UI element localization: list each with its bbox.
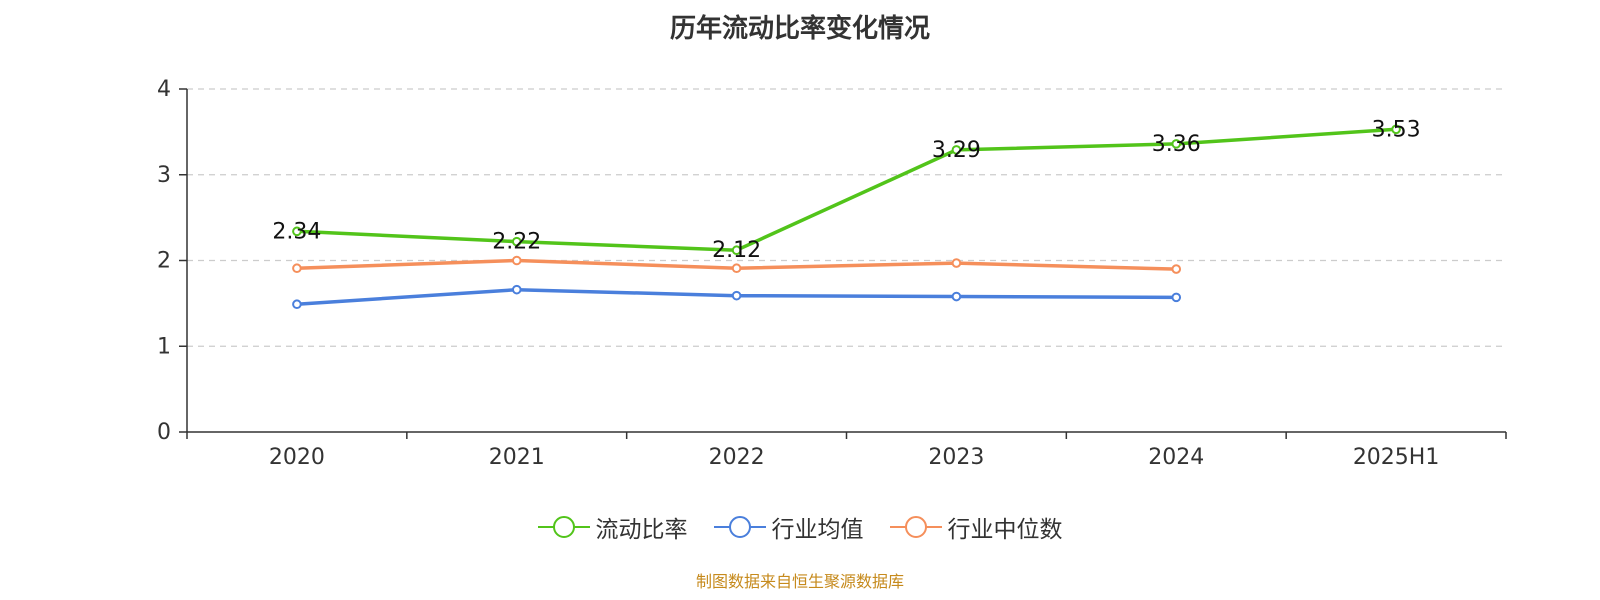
- data-point: [731, 245, 742, 256]
- x-tick-label: 2020: [269, 445, 325, 470]
- series-lines: [292, 124, 1401, 310]
- data-label: 3.53: [1372, 117, 1421, 142]
- x-tick-label: 2022: [709, 445, 765, 470]
- data-point: [1171, 292, 1182, 303]
- data-label: 3.36: [1152, 132, 1201, 157]
- data-labels: 2.34 2.22 2.12 3.29 3.36 3.53: [272, 117, 1420, 263]
- axes: 0 1 2 3 4 2020 2021 2022 2023 2024 2025H1: [157, 77, 1507, 470]
- legend-item[interactable]: 行业均值: [713, 510, 864, 544]
- y-tick-label: 4: [157, 77, 171, 102]
- data-point: [292, 226, 302, 237]
- legend-swatch-icon: [713, 516, 766, 538]
- series-line: [296, 127, 1397, 252]
- data-label: 2.12: [712, 238, 761, 263]
- data-point: [511, 236, 522, 247]
- legend-swatch-icon: [537, 516, 590, 538]
- data-point: [1391, 124, 1401, 135]
- data-point: [511, 255, 522, 266]
- data-label: 2.22: [492, 230, 541, 255]
- legend-label: 流动比率: [595, 517, 688, 543]
- x-tick-label: 2025H1: [1353, 445, 1440, 470]
- x-tick-label: 2024: [1148, 445, 1204, 470]
- x-tick-label: 2023: [928, 445, 984, 470]
- legend-label: 行业均值: [771, 517, 864, 543]
- data-point: [292, 263, 302, 274]
- y-tick-label: 0: [157, 420, 171, 445]
- legend-item[interactable]: 流动比率: [537, 510, 688, 544]
- data-point: [731, 290, 742, 301]
- chart-title: 历年流动比率变化情况: [669, 14, 930, 44]
- legend-item[interactable]: 行业中位数: [889, 510, 1063, 544]
- source-note: 制图数据来自恒生聚源数据库: [695, 572, 904, 591]
- y-tick-label: 2: [157, 249, 171, 274]
- data-point: [1171, 139, 1182, 149]
- data-point: [1171, 264, 1182, 274]
- data-label: 3.29: [932, 138, 981, 163]
- data-point: [731, 263, 742, 274]
- grid-lines: [187, 88, 1506, 347]
- data-point: [951, 145, 962, 155]
- data-point: [292, 299, 302, 310]
- y-tick-label: 1: [157, 334, 171, 359]
- legend-label: 行业中位数: [947, 517, 1063, 543]
- data-label: 2.34: [272, 219, 321, 244]
- legend: 流动比率 行业均值 行业中位数: [0, 507, 1600, 547]
- x-tick-label: 2021: [489, 445, 545, 470]
- data-point: [951, 258, 962, 268]
- y-tick-label: 3: [157, 163, 171, 188]
- legend-swatch-icon: [889, 516, 942, 538]
- data-point: [951, 291, 962, 302]
- data-point: [511, 284, 522, 295]
